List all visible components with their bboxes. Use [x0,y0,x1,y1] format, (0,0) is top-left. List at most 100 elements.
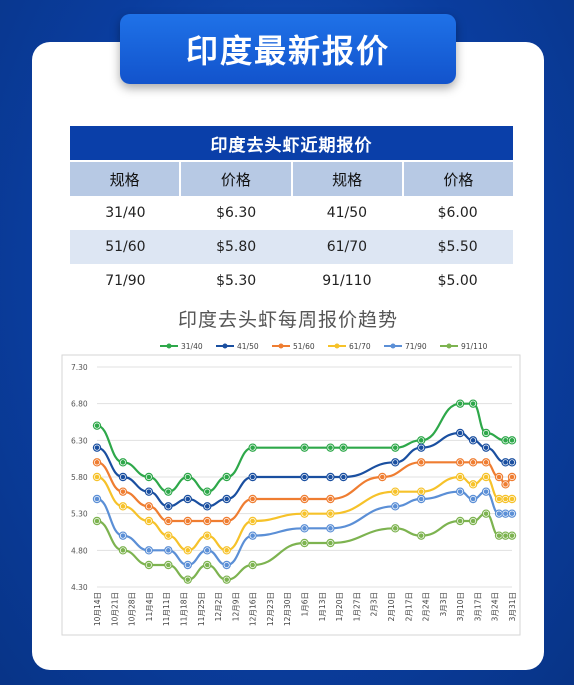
legend-label: 61/70 [349,342,371,351]
data-point-core [250,533,255,538]
data-point-core [166,489,171,494]
table-cell: $5.00 [437,273,478,289]
table-cell: $5.50 [437,239,478,255]
data-point-core [302,526,307,531]
table-header-cell: 价格 [179,162,290,196]
data-point-core [204,489,210,494]
table-header-cell: 价格 [401,162,513,196]
data-point-core [503,438,508,443]
data-point-core [94,496,100,502]
data-point-core [166,548,171,553]
data-point-core [418,445,424,450]
y-tick-label: 5.30 [71,510,88,519]
table-header-row: 规格 价格 规格 价格 [70,162,513,196]
x-tick-label: 2月10日 [387,592,396,621]
x-tick-label: 11月25日 [197,592,206,626]
legend-marker [166,343,172,349]
data-point-core [302,511,307,516]
legend-label: 91/110 [461,342,488,351]
data-point-core [418,438,424,443]
table-cell: 51/60 [105,239,146,255]
data-point-core [470,518,476,524]
x-tick-label: 11月18日 [179,592,188,626]
data-point-core [166,518,171,524]
data-point-core [146,504,152,509]
data-point-core [120,489,126,494]
data-point-core [470,496,476,502]
y-tick-label: 6.30 [71,436,88,445]
data-point-core [483,460,489,465]
y-tick-label: 4.80 [71,546,88,555]
data-point-core [509,474,515,480]
data-point-core [470,460,476,465]
data-point-core [224,474,229,480]
data-point-core [483,474,489,480]
x-tick-label: 12月30日 [283,592,292,626]
data-point-core [120,548,126,553]
table-header-cell: 规格 [290,162,402,196]
x-tick-label: 12月23日 [266,592,275,626]
data-point-core [146,548,152,553]
y-tick-label: 5.80 [71,473,88,482]
data-point-core [457,430,463,436]
data-point-core [166,504,171,509]
legend-label: 41/50 [237,342,259,351]
data-point-core [146,562,152,568]
data-point-core [483,430,489,436]
legend-label: 31/40 [181,342,203,351]
data-point-core [418,496,424,502]
x-tick-label: 11月11日 [162,592,171,626]
data-point-core [302,474,307,480]
x-tick-label: 10月21日 [110,592,119,626]
data-point-core [204,533,210,538]
legend-marker [446,343,452,349]
data-point-core [470,482,476,487]
table-cell: 71/90 [105,273,146,289]
data-point-core [185,518,191,524]
data-point-core [392,445,398,450]
data-point-core [185,548,191,553]
data-point-core [509,438,515,443]
data-point-core [94,474,100,480]
data-point-core [470,401,476,406]
y-tick-label: 4.30 [71,583,88,592]
table-cell: 91/110 [322,273,372,289]
table-cell: 41/50 [326,205,368,221]
data-point-core [392,489,398,494]
data-point-core [250,496,255,502]
data-point-core [166,562,171,568]
x-tick-label: 12月2日 [214,592,223,621]
data-point-core [146,474,152,480]
data-point-core [328,526,333,531]
x-tick-label: 3月3日 [439,592,448,617]
data-point-core [120,533,126,538]
data-point-core [146,518,152,524]
x-tick-label: 2月17日 [404,592,413,621]
x-tick-label: 12月16日 [249,592,258,626]
data-point-core [418,489,424,494]
data-point-core [120,474,126,480]
x-tick-label: 10月14日 [93,592,102,626]
data-point-core [392,460,398,465]
table-title: 印度去头虾近期报价 [70,126,513,160]
data-point-core [496,533,502,538]
x-tick-label: 2月24日 [422,592,431,621]
data-point-core [120,504,126,509]
data-point-core [503,482,508,487]
data-point-core [250,474,255,480]
x-tick-label: 2月3日 [370,592,379,617]
data-point-core [204,548,210,553]
data-point-core [185,496,191,502]
table-header-cell: 规格 [109,170,140,189]
legend-label: 71/90 [405,342,427,351]
data-point-core [94,518,100,524]
data-point-core [457,489,463,494]
header-banner: 印度最新报价 [120,14,456,84]
data-point-core [509,460,515,465]
data-point-core [94,423,100,428]
x-tick-label: 12月9日 [231,592,240,621]
data-point-core [503,460,508,465]
data-point-core [457,518,463,524]
data-point-core [146,489,152,494]
